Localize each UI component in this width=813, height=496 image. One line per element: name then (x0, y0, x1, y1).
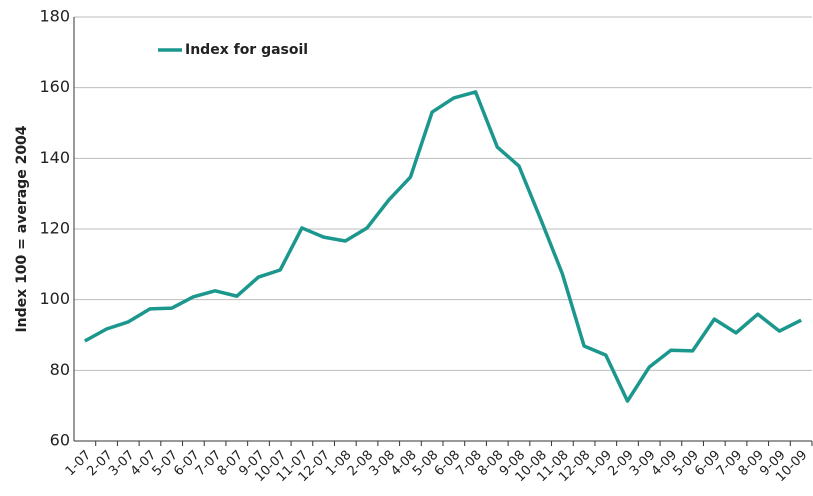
y-tick-label: 120 (39, 219, 70, 238)
y-tick-label: 100 (39, 289, 70, 308)
y-tick-label: 140 (39, 148, 70, 167)
y-tick-label: 180 (39, 7, 70, 26)
y-axis-label: Index 100 = average 2004 (14, 125, 30, 332)
y-tick-label: 60 (50, 431, 70, 450)
data-line (84, 90, 802, 403)
y-tick-label: 80 (50, 360, 70, 379)
y-tick-label: 160 (39, 77, 70, 96)
legend-label: Index for gasoil (185, 42, 308, 58)
